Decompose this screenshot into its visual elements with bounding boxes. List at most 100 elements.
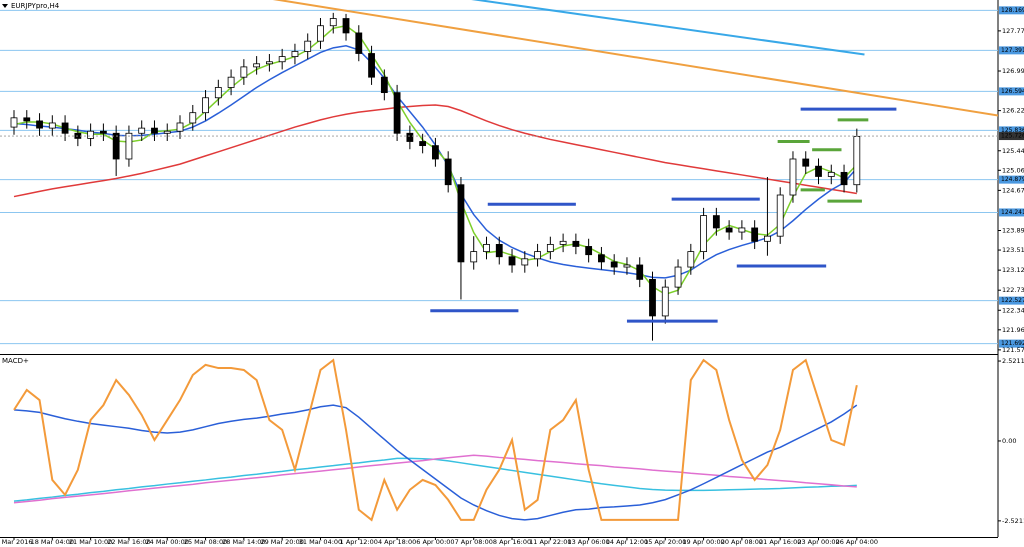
moving-average: [13, 104, 857, 198]
y-tick-label: 123.890: [1002, 227, 1024, 235]
candle-body: [457, 184, 465, 263]
candle-body: [789, 158, 797, 196]
x-tick-label: 21 Apr 16:00: [759, 538, 801, 546]
x-tick-label: 24 Mar 00:00: [146, 538, 189, 546]
macd-pane: [13, 358, 858, 522]
horizontal-line-label-box: [999, 126, 1024, 135]
horizontal-line-label: 124.241: [1001, 209, 1024, 216]
candle-body: [99, 130, 107, 134]
x-tick-label: 14 Apr 12:00: [606, 538, 648, 546]
x-tick-label: 11 Apr 22:00: [529, 538, 571, 546]
x-tick-label: 13 Apr 06:00: [567, 538, 609, 546]
horizontal-line-label-box: [999, 296, 1024, 305]
trendline: [272, 0, 998, 117]
x-tick-label: 31 Mar 04:00: [299, 538, 342, 546]
last-price-label: 125.726: [1001, 133, 1024, 140]
indicator-line: [13, 358, 858, 522]
candle-body: [291, 51, 299, 57]
y-tick-label: 2.5211: [1002, 357, 1024, 365]
candle-body: [125, 132, 133, 160]
candle-body: [87, 130, 95, 139]
candle-body: [483, 244, 490, 253]
candle-body: [815, 165, 822, 177]
candle-body: [253, 63, 261, 68]
candle-body: [559, 240, 567, 245]
chart-title: EURJPYpro,H4: [11, 2, 60, 10]
candle-body: [329, 18, 337, 27]
horizontal-line-label-box: [999, 339, 1024, 348]
x-tick-label: 23 Apr 00:00: [797, 538, 839, 546]
candle-body: [10, 117, 18, 128]
candle-body: [712, 215, 720, 229]
x-tick-label: 26 Apr 04:00: [836, 538, 878, 546]
candle-body: [534, 251, 541, 260]
candle-body: [368, 53, 375, 78]
horizontal-line-label-box: [999, 46, 1024, 55]
candle-body: [48, 122, 56, 129]
horizontal-line-label: 127.391: [1001, 47, 1024, 54]
horizontal-line-label-box: [999, 208, 1024, 217]
x-tick-label: 25 Mar 08:00: [184, 538, 227, 546]
horizontal-line-label: 121.692: [1001, 340, 1024, 347]
y-tick-label: 121.960: [1002, 326, 1024, 334]
candle-body: [470, 251, 478, 263]
horizontal-line-label: 128.169: [1001, 7, 1024, 14]
candle-body: [521, 258, 529, 266]
candle-body: [278, 56, 286, 63]
candle-body: [36, 120, 43, 129]
y-tick-label: 126.220: [1002, 107, 1024, 115]
candle-body: [214, 87, 222, 99]
y-tick-label: 122.730: [1002, 286, 1024, 294]
candle-body: [227, 76, 235, 88]
x-tick-label: 29 Mar 20:00: [260, 538, 303, 546]
candle-body: [406, 132, 414, 142]
candle-body: [610, 261, 618, 268]
candle-body: [687, 251, 695, 268]
horizontal-line-label-box: [999, 175, 1024, 184]
x-tick-label: 19 Apr 00:00: [682, 538, 724, 546]
x-tick-label: 7 Apr 08:00: [455, 538, 493, 546]
candle-body: [151, 127, 158, 134]
trendline: [471, 0, 865, 56]
x-tick-label: 8 Apr 16:00: [493, 538, 531, 546]
y-tick-label: 127.770: [1002, 27, 1024, 35]
candle-body: [725, 227, 733, 233]
price-pane: [0, 0, 998, 345]
horizontal-line-label: 124.879: [1001, 176, 1024, 183]
y-tick-label: 123.510: [1002, 246, 1024, 254]
x-tick-label: 15 Apr 20:00: [644, 538, 686, 546]
axes: 128.169 127.391 126.594 125.836 124.879 124.2…: [0, 6, 1024, 546]
candle-body: [265, 61, 273, 65]
candle-body: [853, 135, 861, 186]
candle-body: [598, 254, 605, 263]
x-tick-label: 20 Apr 08:00: [721, 538, 763, 546]
x-tick-label: 22 Mar 16:00: [107, 538, 150, 546]
symbol-menu-arrow: [2, 4, 8, 8]
x-tick-label: 28 Mar 14:00: [222, 538, 265, 546]
candle-body: [176, 122, 184, 132]
candle-body: [827, 171, 835, 177]
x-tick-label: 8 Mar 2016: [0, 538, 33, 546]
candle-body: [61, 122, 69, 134]
candle-body: [23, 117, 31, 122]
horizontal-line-label: 122.527: [1001, 297, 1024, 304]
horizontal-line-label: 125.836: [1001, 127, 1024, 134]
candle-body: [163, 130, 171, 134]
candle-body: [380, 76, 388, 94]
candle-body: [776, 194, 784, 237]
candle-body: [700, 215, 707, 253]
candle-body: [393, 92, 401, 134]
x-tick-label: 21 Mar 10:00: [69, 538, 112, 546]
candle-body: [546, 244, 554, 253]
candle-body: [764, 235, 771, 242]
last-price-box: [999, 132, 1024, 141]
y-tick-label: 125.440: [1002, 147, 1024, 155]
horizontal-line-label: 126.594: [1001, 88, 1024, 95]
candle-body: [342, 18, 350, 34]
x-tick-label: 4 Apr 18:00: [378, 538, 416, 546]
candle-body: [661, 286, 669, 317]
x-tick-label: 18 Mar 04:00: [31, 538, 74, 546]
candle-body: [585, 246, 593, 256]
